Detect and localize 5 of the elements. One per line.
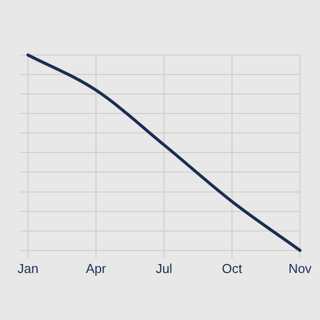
x-tick-label: Jan <box>18 260 38 276</box>
x-tick-label: Nov <box>288 260 312 276</box>
x-tick-label: Oct <box>222 260 242 276</box>
x-tick-label: Apr <box>86 260 107 276</box>
x-tick-label: Jul <box>156 260 172 276</box>
